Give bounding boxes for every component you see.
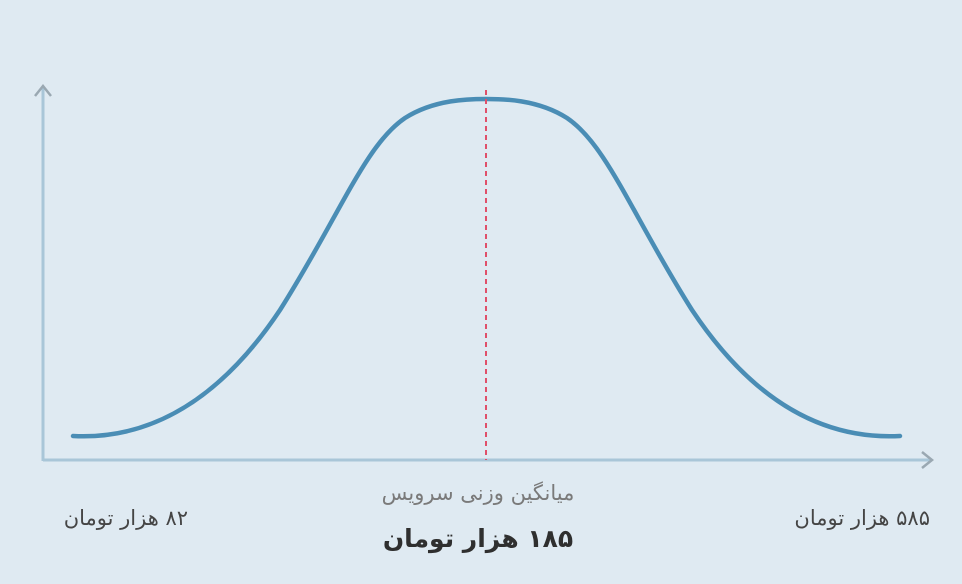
- y-axis-arrow: [34, 83, 52, 97]
- average-value: ۱۸۵ هزار تومان: [383, 524, 573, 554]
- max-label: ۵۸۵ هزار تومان: [794, 506, 930, 530]
- min-label: ۸۲ هزار تومان: [64, 506, 188, 530]
- x-axis-arrow: [921, 451, 935, 469]
- average-caption: میانگین وزنی سرویس: [382, 481, 575, 505]
